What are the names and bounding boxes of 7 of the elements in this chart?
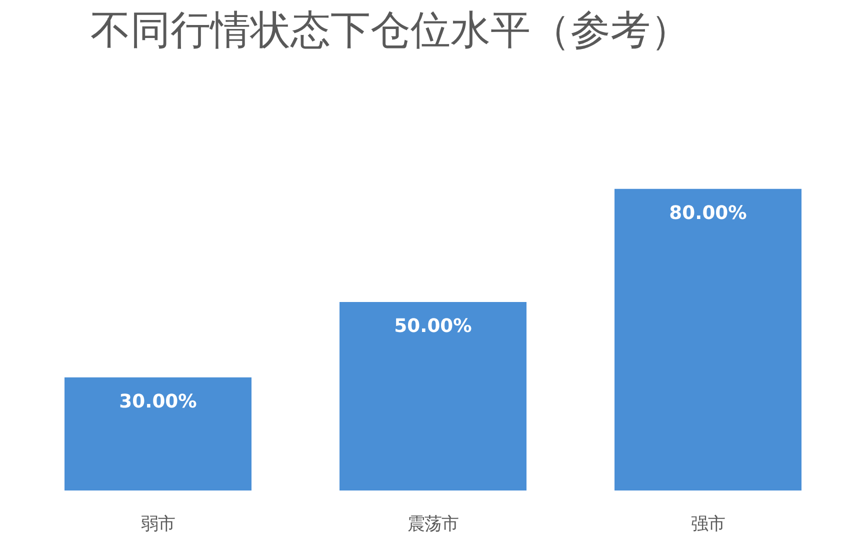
x-tick-label: 强市 <box>691 514 725 534</box>
chart-title: 不同行情状态下仓位水平（参考） <box>90 8 690 54</box>
data-label: 30.00% <box>119 391 198 412</box>
data-label: 50.00% <box>394 316 472 338</box>
data-label: 80.00% <box>669 202 748 224</box>
x-tick-label: 弱市 <box>141 514 175 534</box>
x-tick-label: 震荡市 <box>408 514 458 534</box>
